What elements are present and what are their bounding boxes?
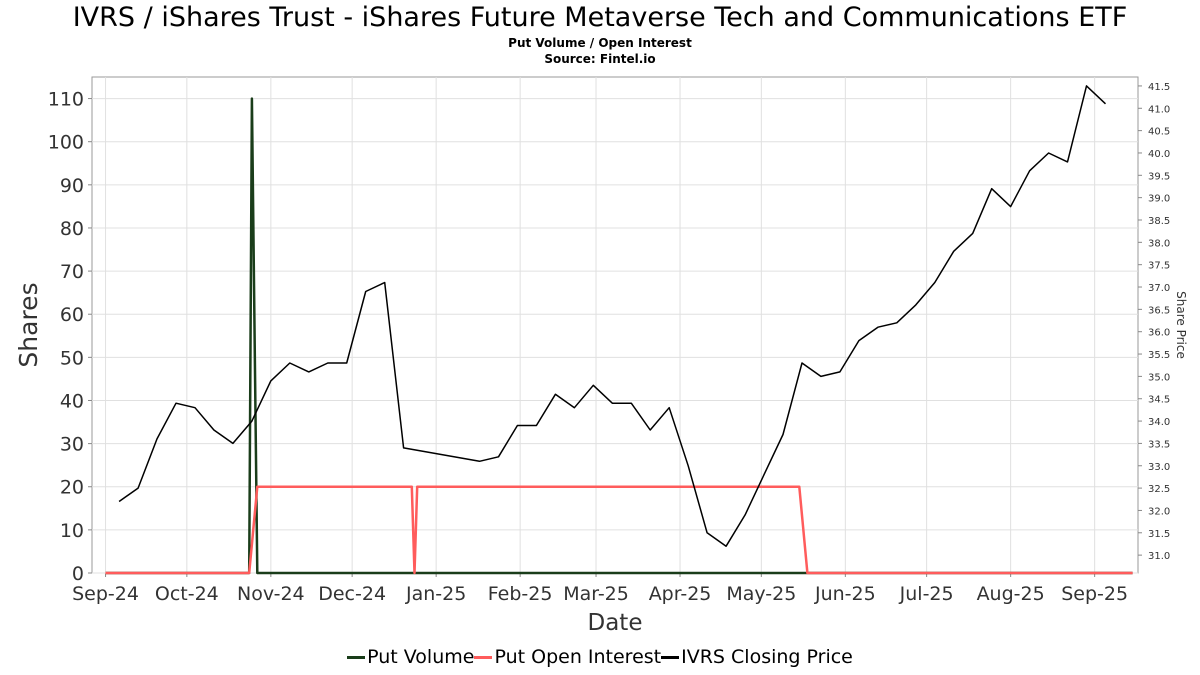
y-tick-label: 70	[60, 261, 84, 283]
x-tick-label: Apr-25	[649, 583, 712, 605]
y2-tick-label: 37.0	[1148, 283, 1170, 294]
legend-swatch	[661, 655, 680, 659]
y-tick-label: 30	[60, 434, 84, 456]
legend-item-ivrs-closing-price: IVRS Closing Price	[661, 646, 853, 668]
y-tick-label: 10	[60, 520, 84, 542]
y2-tick-label: 37.5	[1148, 261, 1170, 272]
y2-tick-label: 35.5	[1148, 350, 1170, 361]
chart-title: IVRS / iShares Trust - iShares Future Me…	[72, 2, 1128, 33]
y2-tick-label: 32.5	[1148, 484, 1170, 495]
y-tick-label: 40	[60, 390, 84, 412]
chart-subtitle-line-1: Put Volume / Open Interest	[508, 36, 692, 50]
x-tick-label: Aug-25	[977, 583, 1045, 605]
legend-item-put-volume: Put Volume	[347, 646, 474, 668]
y2-tick-label: 39.0	[1148, 194, 1170, 205]
y2-tick-label: 31.5	[1148, 529, 1170, 540]
x-tick-label: Mar-25	[563, 583, 629, 605]
y2-tick-label: 34.5	[1148, 395, 1170, 406]
y-tick-label: 0	[72, 563, 84, 585]
y2-tick-label: 39.5	[1148, 171, 1170, 182]
y2-tick-label: 38.0	[1148, 238, 1170, 249]
y2-tick-label: 40.0	[1148, 149, 1170, 160]
y2-tick-label: 35.0	[1148, 372, 1170, 383]
legend-label: Put Volume	[367, 646, 475, 668]
chart-legend: Put Volume Put Open Interest IVRS Closing …	[0, 646, 1200, 668]
y2-axis-title: Share Price	[1174, 291, 1188, 359]
legend-swatch	[474, 655, 493, 659]
x-tick-label: Sep-24	[72, 583, 139, 605]
x-tick-label: Feb-25	[488, 583, 553, 605]
legend-label: Put Open Interest	[494, 646, 662, 668]
y-tick-label: 50	[60, 347, 84, 369]
x-tick-label: Sep-25	[1061, 583, 1128, 605]
y2-tick-label: 41.0	[1148, 104, 1170, 115]
x-tick-label: Jan-25	[405, 583, 466, 605]
y2-tick-label: 33.0	[1148, 462, 1170, 473]
x-tick-label: Jun-25	[814, 583, 876, 605]
y2-tick-label: 40.5	[1148, 127, 1170, 138]
y-axis-title: Shares	[14, 282, 43, 367]
y-tick-label: 60	[60, 304, 84, 326]
series-line-put-open-interest	[105, 485, 1133, 575]
x-tick-label: Dec-24	[318, 583, 386, 605]
plot-frame	[91, 76, 1139, 574]
legend-label: IVRS Closing Price	[681, 646, 853, 668]
x-tick-label: Oct-24	[155, 583, 219, 605]
legend-swatch	[347, 655, 366, 659]
y2-tick-label: 31.0	[1148, 551, 1170, 562]
x-tick-label: Nov-24	[237, 583, 305, 605]
y2-tick-label: 34.0	[1148, 417, 1170, 428]
y2-tick-label: 36.5	[1148, 305, 1170, 316]
series-line-ivrs-closing-price	[118, 85, 1107, 547]
x-tick-label: May-25	[726, 583, 796, 605]
y-tick-label: 100	[48, 132, 84, 154]
y2-tick-label: 41.5	[1148, 82, 1170, 93]
y-tick-label: 90	[60, 175, 84, 197]
y-tick-label: 80	[60, 218, 84, 240]
y2-tick-label: 38.5	[1148, 216, 1170, 227]
y2-tick-label: 36.0	[1148, 328, 1170, 339]
legend-item-put-open-interest: Put Open Interest	[474, 646, 661, 668]
chart-subtitle-line-2: Source: Fintel.io	[544, 52, 656, 66]
y2-tick-label: 32.0	[1148, 506, 1170, 517]
x-axis-title: Date	[588, 610, 643, 636]
y-tick-label: 20	[60, 477, 84, 499]
y2-tick-label: 33.5	[1148, 439, 1170, 450]
y-tick-label: 110	[48, 89, 84, 111]
x-tick-label: Jul-25	[899, 583, 954, 605]
